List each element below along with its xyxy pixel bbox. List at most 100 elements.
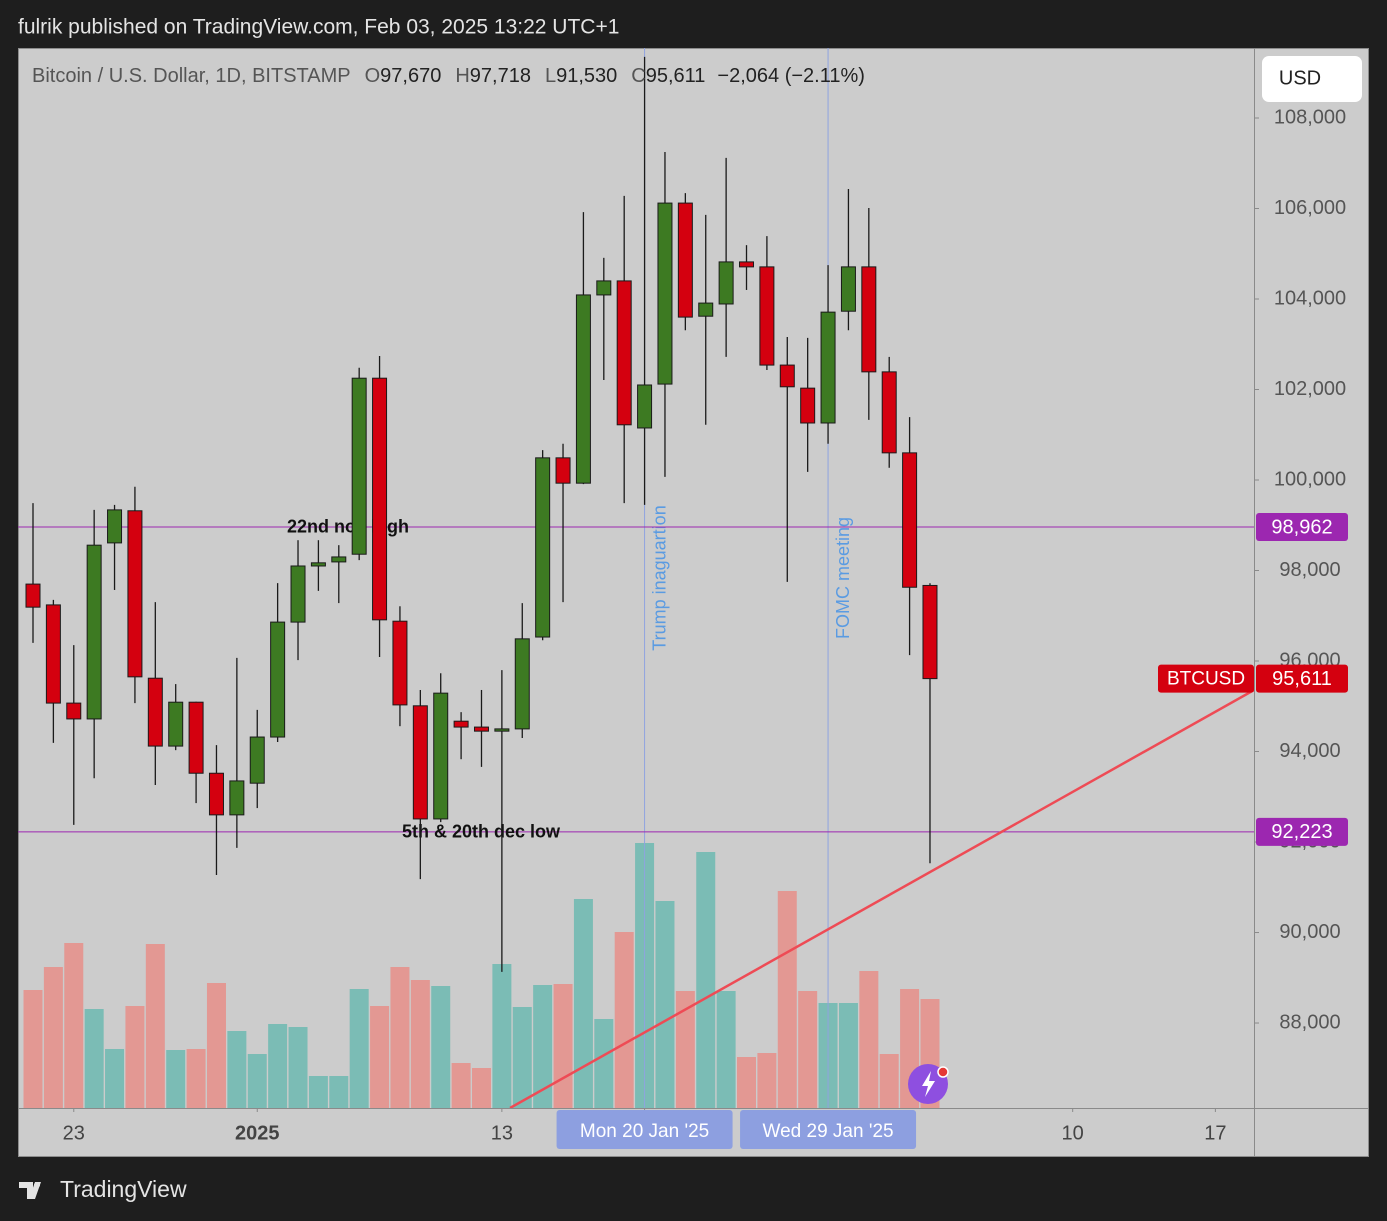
y-tick-label: 88,000 <box>1279 1011 1340 1033</box>
x-tick-label: 10 <box>1062 1122 1084 1144</box>
assistant-icon[interactable] <box>908 1064 949 1104</box>
y-tick-label: 102,000 <box>1274 378 1346 400</box>
candle-body <box>86 544 102 720</box>
candle-body <box>372 377 388 621</box>
candle-body <box>820 311 836 424</box>
volume-bar <box>390 967 410 1108</box>
volume-bar <box>614 932 634 1108</box>
candle-body <box>637 384 653 429</box>
volume-bar <box>451 1063 471 1108</box>
currency-button[interactable] <box>1262 56 1362 102</box>
event-axis-label: Mon 20 Jan '25 <box>580 1121 709 1142</box>
plot-area: Trump inaguartion FOMC meeting 22nd nov hi… <box>18 48 1254 1108</box>
volume-bar <box>879 1054 899 1108</box>
y-tick-label: 106,000 <box>1274 197 1346 219</box>
event-label: FOMC meeting <box>833 517 853 639</box>
candle-body <box>840 266 856 312</box>
legend-key: O <box>365 65 381 87</box>
volume-bar <box>533 985 553 1108</box>
legend: Bitcoin / U.S. Dollar, 1D, BITSTAMP O97,6… <box>32 65 865 87</box>
event-axis-box <box>740 1110 917 1149</box>
volume-bar <box>288 1027 308 1108</box>
candle-body <box>433 692 449 820</box>
volume-bar <box>166 1050 186 1108</box>
level-price-box <box>1256 512 1348 541</box>
y-tick-label: 98,000 <box>1279 559 1340 581</box>
legend-change: −2,064 (−2.11%) <box>717 65 865 87</box>
volume-bar <box>492 964 512 1108</box>
y-tick-label: 94,000 <box>1279 740 1340 762</box>
volume-bar <box>431 986 451 1108</box>
volume-bar <box>329 1076 349 1108</box>
legend-symbol: Bitcoin / U.S. Dollar, 1D, BITSTAMP <box>32 65 351 87</box>
volume-bar <box>859 971 879 1108</box>
x-tick-label: 13 <box>491 1122 513 1144</box>
candle-body <box>453 720 469 728</box>
volume-bar <box>737 1057 757 1108</box>
volume-bar <box>471 1068 491 1108</box>
volume-bar <box>64 943 84 1108</box>
level-note: 22nd nov high <box>287 517 409 537</box>
candle-body <box>739 261 755 268</box>
candle-body <box>759 266 775 366</box>
volume-bar <box>84 1009 104 1108</box>
candle-body <box>25 583 41 608</box>
candle-body <box>698 302 714 317</box>
volume-bar <box>268 1024 288 1108</box>
y-tick-label: 108,000 <box>1274 106 1346 128</box>
volume-bar <box>553 984 573 1108</box>
candle-body <box>473 726 489 732</box>
last-price-name-box <box>1158 664 1254 693</box>
trendline <box>509 688 1254 1108</box>
candle-body <box>127 510 143 678</box>
level-note: 5th & 20th dec low <box>402 822 561 842</box>
legend-key: L <box>545 65 556 87</box>
volume-bar <box>838 1003 858 1108</box>
volume-bar <box>247 1054 267 1108</box>
event-axis-box <box>556 1110 733 1149</box>
candle-body <box>392 620 408 706</box>
candle-body <box>310 562 326 567</box>
volume-bar <box>512 1007 532 1108</box>
tradingview-logo <box>19 1182 41 1199</box>
level-price-box <box>1256 817 1348 846</box>
candle-body <box>270 621 286 738</box>
legend-value: 97,718 <box>470 65 531 87</box>
y-tick-label: 100,000 <box>1274 468 1346 490</box>
y-tick-label: 104,000 <box>1274 287 1346 309</box>
level-price-label: 98,962 <box>1271 516 1332 538</box>
x-tick-label: 23 <box>63 1122 85 1144</box>
icon-badge[interactable] <box>937 1066 949 1078</box>
candle-body <box>616 280 632 426</box>
volume-bar <box>105 1049 125 1108</box>
last-price-name: BTCUSD <box>1167 669 1245 690</box>
candle-body <box>718 261 734 305</box>
candle-body <box>208 772 224 816</box>
volume-bar <box>308 1076 328 1108</box>
candle-body <box>351 377 367 555</box>
legend-key: H <box>455 65 469 87</box>
legend-value: 95,611 <box>646 65 706 87</box>
currency-label[interactable]: USD <box>1279 67 1321 89</box>
volume-bar <box>594 1019 614 1108</box>
candle-body <box>66 702 82 720</box>
volume-bar <box>125 1006 145 1108</box>
volume-bar <box>675 991 695 1108</box>
volume-bar <box>23 990 43 1108</box>
volume-bar <box>573 899 593 1108</box>
candle-body <box>902 452 918 588</box>
volume-bar <box>227 1031 247 1108</box>
legend-key: C <box>631 65 645 87</box>
candle-body <box>535 457 551 638</box>
candle-body <box>45 604 61 704</box>
candle-body <box>229 780 245 816</box>
volume-bar <box>43 967 63 1108</box>
logo-dot <box>34 1182 40 1188</box>
candle-body <box>800 387 816 424</box>
volume-bar <box>410 980 430 1108</box>
level-price-label: 92,223 <box>1271 821 1332 843</box>
candle-body <box>188 701 204 774</box>
icon-bolt[interactable] <box>922 1071 935 1097</box>
volume-bar <box>206 983 226 1108</box>
